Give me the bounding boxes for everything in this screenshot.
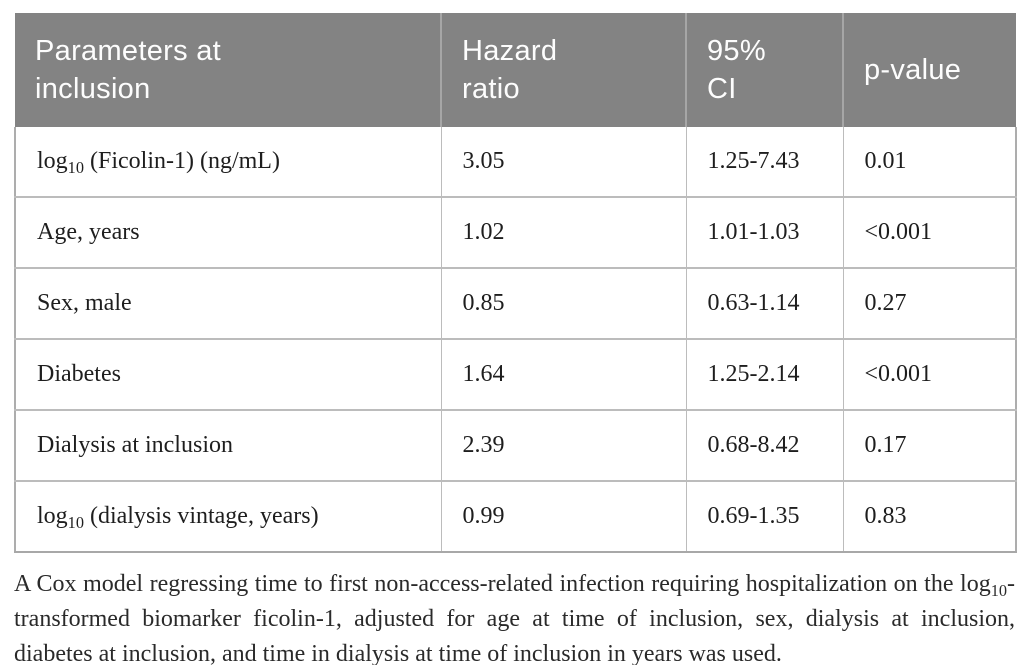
param-label: log [37,148,68,174]
param-label: Sex, male [37,290,132,316]
p-value-cell: <0.001 [842,339,1017,411]
cox-regression-table: Parameters at inclusion Hazard ratio 95%… [14,13,1017,553]
col-header-hazard-ratio: Hazard ratio [440,13,686,127]
param-cell: Sex, male [14,268,441,340]
hazard-ratio-cell: 1.02 [440,197,686,269]
p-value-cell: 0.83 [842,481,1017,553]
ci-cell: 0.69-1.35 [685,481,843,553]
col-header-95-ci: 95% CI [685,13,843,127]
p-value-cell: 0.01 [842,127,1017,198]
ci-cell: 0.63-1.14 [685,268,843,340]
hazard-ratio-cell: 1.64 [440,339,686,411]
table-row-sex: Sex, male 0.85 0.63-1.14 0.27 [14,268,1017,340]
table-footnote: A Cox model regressing time to first non… [14,567,1015,665]
p-value-cell: 0.17 [842,410,1017,482]
param-label: Dialysis at inclusion [37,432,233,458]
p-value-cell: <0.001 [842,197,1017,269]
table-row-age: Age, years 1.02 1.01-1.03 <0.001 [14,197,1017,269]
param-label: Age, years [37,219,140,245]
param-label-suffix: (dialysis vintage, years) [83,503,319,529]
header-row: Parameters at inclusion Hazard ratio 95%… [15,13,1016,127]
hazard-ratio-cell: 0.85 [440,268,686,340]
table-row-dialysis-vintage: log10 (dialysis vintage, years) 0.99 0.6… [14,481,1017,553]
footnote-text-part1: A Cox model regressing time to first non… [14,571,991,597]
ci-cell: 1.25-2.14 [685,339,843,411]
table-row-ficolin: log10 (Ficolin-1) (ng/mL) 3.05 1.25-7.43… [14,127,1017,198]
hazard-ratio-cell: 0.99 [440,481,686,553]
table-body: log10 (Ficolin-1) (ng/mL) 3.05 1.25-7.43… [14,127,1017,553]
p-value-cell: 0.27 [842,268,1017,340]
param-cell: Diabetes [14,339,441,411]
ci-cell: 1.01-1.03 [685,197,843,269]
col-header-parameters: Parameters at inclusion [15,13,441,127]
param-label-suffix: (Ficolin-1) (ng/mL) [83,148,280,174]
param-label: log [37,503,68,529]
footnote-subscript: 10 [990,580,1007,600]
table-row-diabetes: Diabetes 1.64 1.25-2.14 <0.001 [14,339,1017,411]
ci-cell: 1.25-7.43 [685,127,843,198]
param-cell: log10 (dialysis vintage, years) [14,481,441,553]
hazard-ratio-cell: 3.05 [440,127,686,198]
col-header-p-value: p-value [842,13,1016,127]
ci-cell: 0.68-8.42 [685,410,843,482]
hazard-ratio-cell: 2.39 [440,410,686,482]
param-subscript: 10 [67,157,84,177]
table-header: Parameters at inclusion Hazard ratio 95%… [15,13,1016,127]
param-cell: log10 (Ficolin-1) (ng/mL) [14,127,441,198]
footnote-text-part2: -transformed biomarker ficolin-1, adjust… [14,571,1015,665]
param-cell: Age, years [14,197,441,269]
param-cell: Dialysis at inclusion [14,410,441,482]
table-row-dialysis: Dialysis at inclusion 2.39 0.68-8.42 0.1… [14,410,1017,482]
param-subscript: 10 [67,512,84,532]
param-label: Diabetes [37,361,121,387]
